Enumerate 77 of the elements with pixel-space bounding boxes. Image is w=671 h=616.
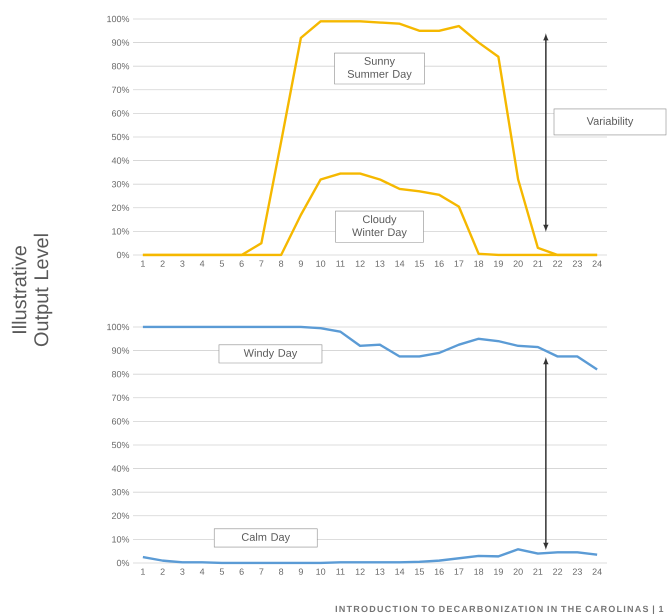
- x-tick-label: 15: [415, 568, 424, 575]
- y-tick-label: 100%: [107, 324, 130, 330]
- x-tick-label: 1: [141, 568, 145, 575]
- x-tick-label: 20: [514, 260, 523, 267]
- x-tick-label: 21: [533, 260, 542, 267]
- y-tick-label: 60%: [112, 110, 130, 117]
- x-tick-label: 2: [160, 568, 165, 575]
- x-tick-label: 6: [240, 568, 244, 575]
- x-tick-label: 10: [316, 568, 326, 575]
- y-tick-label: 30%: [112, 489, 130, 496]
- x-tick-label: 11: [336, 568, 345, 575]
- y-tick-label: 50%: [112, 442, 130, 448]
- x-tick-label: 8: [279, 260, 284, 267]
- x-tick-label: 7: [259, 568, 264, 575]
- x-tick-label: 5: [220, 260, 224, 267]
- y-axis-title: Illustrative Output Level: [12, 234, 52, 346]
- y-tick-label: 70%: [112, 86, 130, 93]
- y-tick-label: 0%: [116, 560, 130, 566]
- x-tick-label: 18: [474, 260, 484, 267]
- series-label: Calm Day: [242, 532, 290, 544]
- x-tick-label: 20: [514, 568, 523, 575]
- x-tick-label: 9: [298, 260, 303, 267]
- x-tick-label: 10: [316, 260, 326, 267]
- x-tick-label: 13: [376, 260, 384, 267]
- y-tick-label: 10%: [112, 228, 130, 235]
- x-tick-label: 4: [200, 260, 204, 267]
- text: Sunny Summer Day: [348, 57, 412, 80]
- text: Cloudy Winter Day: [352, 215, 407, 238]
- y-tick-label: 90%: [112, 347, 130, 354]
- y-tick-label: 10%: [112, 536, 130, 543]
- y-tick-label: 30%: [112, 181, 130, 188]
- x-tick-label: 14: [395, 260, 404, 267]
- x-tick-label: 18: [474, 568, 484, 575]
- y-tick-label: 100%: [107, 16, 130, 22]
- x-tick-label: 14: [395, 568, 404, 575]
- x-tick-label: 4: [200, 568, 204, 575]
- x-tick-label: 11: [336, 260, 345, 267]
- x-tick-label: 6: [240, 260, 244, 267]
- x-tick-label: 24: [592, 568, 602, 575]
- x-tick-label: 2: [160, 260, 165, 267]
- x-tick-label: 22: [553, 568, 562, 575]
- x-tick-label: 3: [180, 260, 184, 267]
- y-tick-label: 40%: [112, 465, 130, 472]
- x-tick-label: 16: [434, 260, 444, 267]
- y-tick-label: 20%: [112, 204, 130, 211]
- x-tick-label: 24: [592, 260, 602, 267]
- x-tick-label: 7: [259, 260, 264, 267]
- y-tick-label: 80%: [112, 63, 130, 70]
- x-tick-label: 17: [454, 260, 464, 267]
- y-tick-label: 20%: [112, 512, 130, 519]
- x-tick-label: 22: [553, 260, 562, 267]
- y-tick-label: 90%: [112, 39, 130, 46]
- x-tick-label: 8: [279, 568, 284, 575]
- x-tick-label: 5: [220, 568, 224, 575]
- x-tick-label: 23: [572, 568, 582, 575]
- x-tick-label: 17: [454, 568, 464, 575]
- x-tick-label: 3: [180, 568, 184, 575]
- x-tick-label: 21: [533, 568, 542, 575]
- y-tick-label: 60%: [112, 418, 130, 425]
- x-tick-label: 16: [434, 568, 444, 575]
- y-tick-label: 70%: [112, 394, 130, 401]
- y-tick-label: 0%: [116, 252, 130, 258]
- annotation: Variability: [586, 116, 634, 128]
- y-tick-label: 40%: [112, 157, 130, 164]
- text: INTRODUCTION TO DECARBONIZATION IN THE CAROLINAS | 1: [336, 605, 664, 614]
- x-tick-label: 15: [415, 260, 424, 267]
- x-tick-label: 9: [298, 568, 303, 575]
- x-tick-label: 19: [494, 568, 503, 575]
- x-tick-label: 1: [141, 260, 145, 267]
- x-tick-label: 19: [494, 260, 503, 267]
- x-tick-label: 12: [356, 568, 365, 575]
- y-tick-label: 50%: [112, 134, 130, 140]
- x-tick-label: 12: [356, 260, 365, 267]
- series-label: Windy Day: [244, 348, 298, 359]
- x-tick-label: 23: [572, 260, 582, 267]
- x-tick-label: 13: [376, 568, 384, 575]
- y-tick-label: 80%: [112, 371, 130, 378]
